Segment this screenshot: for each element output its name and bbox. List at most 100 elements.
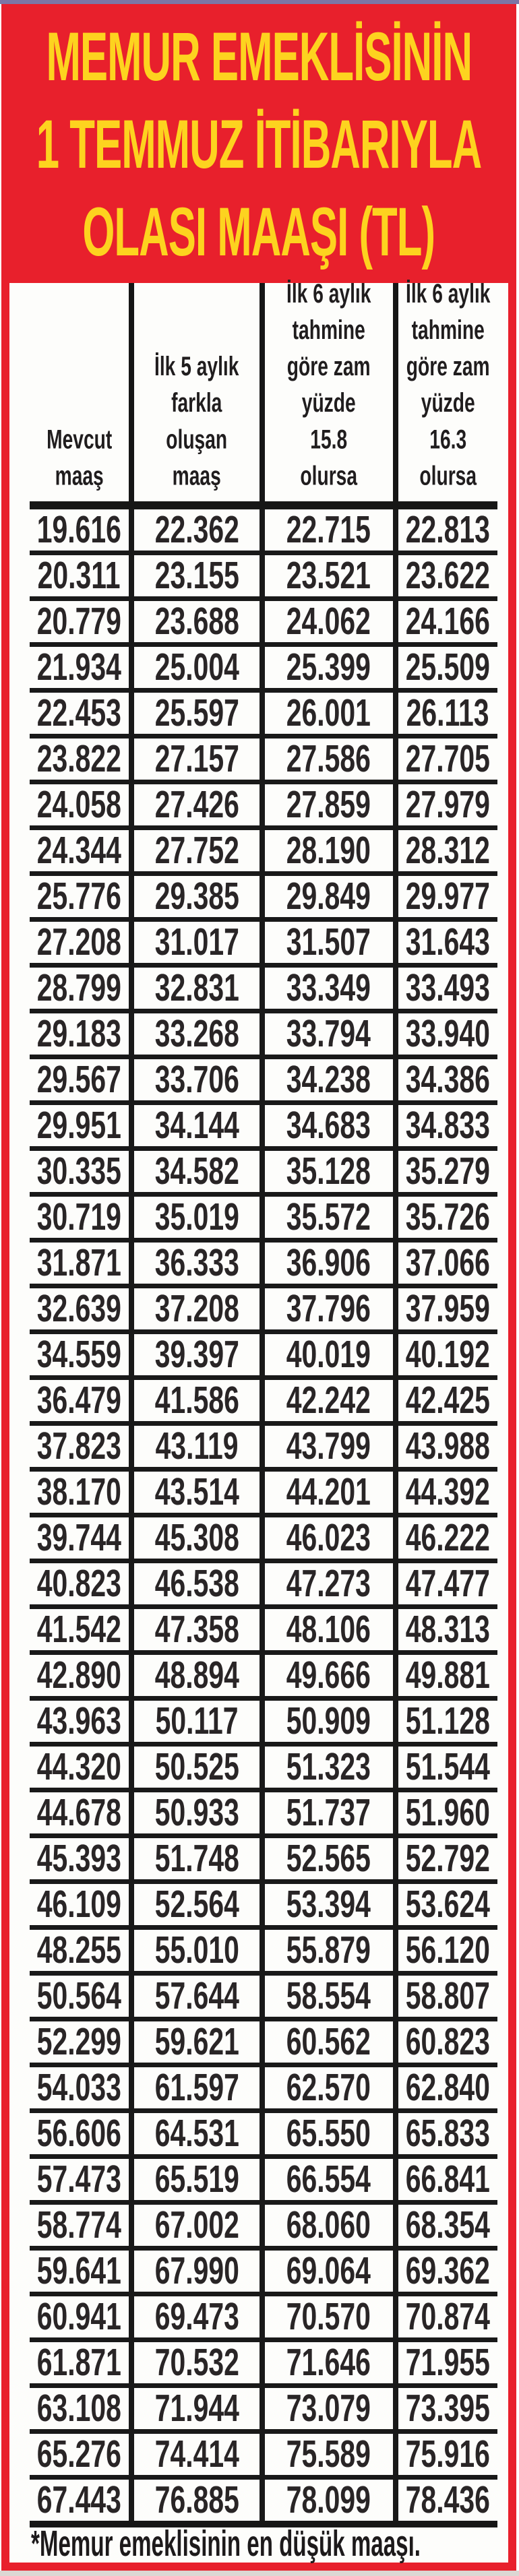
salary-cell: 23.822 [30, 738, 129, 780]
table-row: 38.170 43.514 44.201 44.392 [30, 1470, 497, 1517]
salary-cell: 56.606 [30, 2112, 129, 2155]
salary-value: 28.312 [405, 829, 490, 872]
salary-cell: 66.841 [392, 2158, 497, 2201]
salary-value: 20.779 [36, 600, 122, 643]
column-header-line: olursa [300, 462, 357, 491]
salary-value: 57.644 [154, 1974, 239, 2017]
salary-cell: 22.813 [392, 509, 497, 551]
salary-value: 27.586 [286, 737, 371, 780]
salary-value: 33.349 [286, 966, 371, 1009]
salary-cell: 43.799 [259, 1425, 393, 1467]
table-row: 29.183 33.268 33.794 33.940 [30, 1013, 497, 1059]
table-row: 60.941 69.473 70.570 70.874 [30, 2296, 497, 2342]
table-row: 24.058 27.426 27.859 27.979 [30, 784, 497, 830]
salary-cell: 33.349 [259, 966, 393, 1009]
salary-cell: 51.960 [392, 1792, 497, 1833]
salary-value: 65.550 [286, 2112, 371, 2155]
salary-value: 38.170 [36, 1470, 122, 1513]
column-header-line: İlk 6 aylık [405, 279, 490, 309]
salary-value: 47.477 [405, 1562, 490, 1605]
salary-value: 66.841 [405, 2158, 490, 2201]
table-row: 30.335 34.582 35.128 35.279 [30, 1150, 497, 1197]
salary-cell: 34.833 [392, 1104, 497, 1146]
salary-cell: 55.010 [129, 1929, 260, 1971]
salary-value: 36.479 [36, 1379, 122, 1422]
salary-cell: 51.544 [392, 1746, 497, 1788]
salary-cell: 34.144 [129, 1104, 260, 1146]
salary-value: 68.060 [286, 2203, 371, 2247]
salary-cell: 68.354 [392, 2204, 497, 2246]
table-row: 22.453 25.597 26.001 26.113 [30, 691, 497, 739]
table-row: 24.344 27.752 28.190 28.312 [30, 829, 497, 876]
table-row: 63.108 71.944 73.079 73.395 [30, 2387, 497, 2434]
salary-value: 19.616 [36, 508, 122, 551]
salary-value: 51.323 [286, 1745, 371, 1788]
salary-cell: 35.279 [392, 1150, 497, 1192]
salary-value: 51.128 [405, 1699, 490, 1742]
salary-cell: 31.643 [392, 921, 497, 963]
salary-value: 74.414 [154, 2432, 239, 2476]
salary-value: 25.597 [154, 691, 239, 734]
salary-value: 25.776 [36, 875, 122, 918]
salary-cell: 71.944 [129, 2387, 260, 2429]
salary-cell: 44.320 [30, 1746, 129, 1788]
salary-cell: 49.881 [392, 1654, 497, 1696]
salary-value: 23.521 [286, 554, 371, 597]
salary-cell: 29.951 [30, 1104, 129, 1147]
salary-cell: 27.426 [129, 784, 260, 825]
salary-value: 40.192 [405, 1333, 490, 1376]
salary-cell: 67.443 [30, 2479, 129, 2521]
salary-cell: 28.312 [392, 829, 497, 872]
salary-value: 21.934 [36, 646, 122, 689]
salary-value: 39.744 [36, 1516, 122, 1559]
salary-cell: 47.358 [129, 1608, 260, 1651]
salary-value: 25.399 [286, 646, 371, 689]
salary-value: 52.565 [286, 1837, 371, 1880]
salary-value: 52.792 [405, 1837, 490, 1880]
salary-cell: 74.414 [129, 2432, 260, 2476]
salary-value: 47.358 [154, 1608, 239, 1651]
salary-cell: 33.706 [129, 1059, 260, 1100]
salary-value: 51.737 [286, 1791, 371, 1834]
salary-cell: 29.977 [392, 875, 497, 917]
salary-value: 34.386 [405, 1058, 490, 1101]
salary-cell: 75.916 [392, 2433, 497, 2475]
salary-value: 61.871 [36, 2341, 122, 2384]
salary-value: 26.001 [286, 691, 371, 734]
column-header-line: İlk 6 aylık [286, 279, 371, 309]
salary-cell: 27.979 [392, 784, 497, 825]
salary-value: 22.715 [286, 508, 371, 551]
salary-cell: 76.885 [129, 2479, 260, 2521]
salary-cell: 45.308 [129, 1517, 260, 1559]
table-row: 45.393 51.748 52.565 52.792 [30, 1837, 497, 1884]
salary-cell: 70.874 [392, 2296, 497, 2337]
table-header-row: Mevcut maaş İlk 5 aylık farkla oluşan maaş İlk… [30, 280, 497, 509]
salary-cell: 42.890 [30, 1654, 129, 1697]
salary-cell: 50.117 [129, 1700, 260, 1742]
table-row: 30.719 35.019 35.572 35.726 [30, 1196, 497, 1243]
column-header-1: İlk 5 aylık farkla oluşan maaş [129, 283, 260, 501]
column-header-line: tahmine [292, 315, 365, 346]
title-banner: MEMUR EMEKLİSİNİN 1 TEMMUZ İTİBARIYLA OL… [9, 4, 508, 283]
salary-value: 49.666 [286, 1654, 371, 1697]
table-row: 46.109 52.564 53.394 53.624 [30, 1883, 497, 1930]
salary-value: 56.120 [405, 1928, 490, 1972]
column-header-line: farkla [171, 388, 222, 418]
salary-value: 37.796 [286, 1287, 371, 1330]
salary-cell: 31.507 [259, 921, 393, 963]
salary-value: 46.538 [154, 1562, 239, 1605]
table-row: 27.208 31.017 31.507 31.643 [30, 921, 497, 968]
salary-cell: 20.311 [30, 555, 129, 597]
salary-value: 50.933 [154, 1791, 239, 1834]
salary-cell: 75.589 [259, 2433, 393, 2475]
salary-cell: 59.621 [129, 2021, 260, 2063]
salary-cell: 25.004 [129, 646, 260, 688]
salary-value: 43.963 [36, 1699, 122, 1742]
salary-value: 65.519 [154, 2158, 239, 2201]
salary-cell: 39.744 [30, 1517, 129, 1559]
table-row: 20.779 23.688 24.062 24.166 [30, 600, 497, 647]
salary-cell: 59.641 [30, 2250, 129, 2292]
table-row: 48.255 55.010 55.879 56.120 [30, 1928, 497, 1976]
salary-value: 29.385 [154, 875, 239, 918]
salary-cell: 71.646 [259, 2342, 393, 2383]
